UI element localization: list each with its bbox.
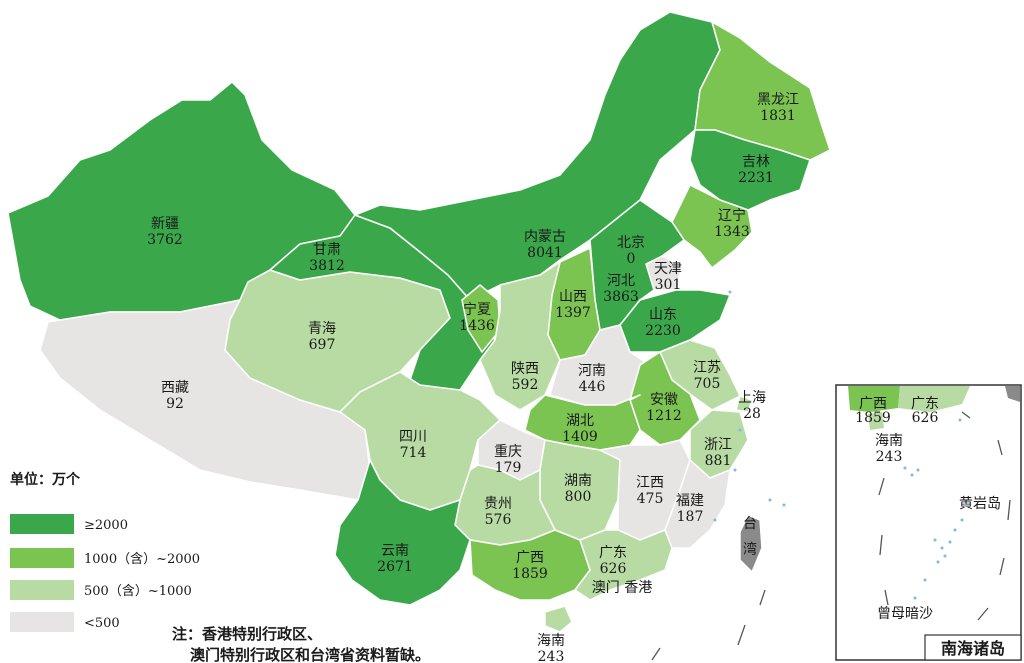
province-shapes [7, 11, 831, 633]
legend: 单位：万个 ≥2000 1000（含）~2000 500（含）~1000 <50… [10, 471, 200, 632]
coastal-islands [713, 290, 786, 522]
label-neimenggu: 内蒙古 8041 [524, 229, 566, 261]
label-fujian: 福建 187 [676, 493, 704, 525]
inset-island-zengmu: 曾母暗沙 [877, 606, 933, 622]
label-hebei: 河北 3863 [603, 273, 639, 305]
province-hainan [544, 605, 573, 633]
label-ningxia: 宁夏 1436 [459, 301, 495, 334]
legend-swatch-lt500 [10, 612, 74, 632]
label-heilongjiang: 黑龙江 1831 [757, 92, 799, 124]
south-china-sea-inset: 广西 1859 广东 626 海南 243 黄岩岛 曾母暗沙 南海诸岛 [835, 384, 1022, 661]
label-hubei: 湖北 1409 [562, 413, 598, 445]
legend-swatch-1000 [10, 548, 74, 568]
inset-label-guangdong: 广东 626 [911, 396, 939, 426]
footnote: 注：香港特别行政区、 澳门特别行政区和台湾省资料暂缺。 [172, 625, 430, 663]
label-beijing: 北京 0 [617, 235, 645, 267]
label-shanghai: 上海 28 [738, 390, 766, 422]
inset-guangdong [898, 386, 970, 412]
label-jilin: 吉林 2231 [738, 154, 774, 186]
province-taiwan [739, 514, 763, 573]
label-shanxi: 山西 1397 [555, 289, 591, 321]
legend-label-1000: 1000（含）~2000 [84, 551, 200, 567]
label-taiwan-char1: 台 [743, 516, 757, 532]
label-shandong: 山东 2230 [645, 307, 681, 339]
label-henan: 河南 446 [578, 363, 606, 395]
label-taiwan: 台湾 [743, 516, 757, 558]
label-chongqing: 重庆 179 [494, 444, 522, 476]
legend-swatch-2000 [10, 514, 74, 534]
inset-label-hainan: 海南 243 [875, 433, 903, 465]
label-xizang: 西藏 92 [161, 380, 189, 412]
label-jiangxi: 江西 475 [636, 475, 664, 507]
legend-title: 单位：万个 [10, 471, 81, 488]
inset-title-box [924, 634, 1022, 661]
label-macau-hongkong: 澳门 香港 [592, 580, 652, 596]
legend-label-2000: ≥2000 [84, 518, 128, 533]
sea-boundary-dashes [651, 589, 766, 661]
label-tianjin: 天津 301 [654, 261, 682, 293]
label-jiangsu: 江苏 705 [693, 360, 721, 392]
province-fujian [664, 459, 731, 549]
label-anhui: 安徽 1212 [646, 392, 682, 424]
province-yunnan [334, 459, 471, 606]
inset-island-huangyan: 黄岩岛 [959, 495, 1001, 512]
label-sichuan: 四川 714 [399, 429, 427, 461]
inset-title: 南海诸岛 [941, 639, 1005, 658]
label-taiwan-char2: 湾 [743, 541, 757, 558]
legend-swatch-500 [10, 580, 74, 600]
label-gansu: 甘肃 3812 [309, 242, 345, 274]
label-qinghai: 青海 697 [308, 321, 336, 353]
inset-hainan [868, 412, 884, 430]
province-guangdong [574, 529, 673, 601]
label-guizhou: 贵州 576 [484, 496, 512, 528]
label-zhejiang: 浙江 881 [704, 437, 732, 469]
label-guangxi: 广西 1859 [512, 550, 548, 582]
label-guangdong: 广东 626 [599, 545, 627, 577]
province-shanghai [735, 395, 753, 413]
legend-label-lt500: <500 [84, 616, 120, 631]
label-yunnan: 云南 2671 [377, 543, 413, 575]
label-liaoning: 辽宁 1343 [714, 207, 750, 240]
province-jilin [689, 129, 811, 211]
label-xinjiang: 新疆 3762 [147, 216, 183, 248]
legend-label-500: 500（含）~1000 [84, 583, 192, 599]
label-hainan: 海南 243 [537, 633, 565, 663]
label-shaanxi: 陕西 592 [511, 361, 539, 393]
label-hunan: 湖南 800 [564, 473, 592, 505]
province-shandong [619, 289, 731, 353]
inset-taiwan-corner [1005, 386, 1020, 402]
inset-islands [903, 418, 967, 600]
province-labels: 新疆 3762 西藏 92 青海 697 甘肃 3812 内蒙古 8041 黑龙江 1831… [147, 92, 799, 663]
inset-label-guangxi: 广西 1859 [855, 396, 891, 426]
inset-guangxi [848, 386, 900, 412]
note-line-2: 澳门特别行政区和台湾省资料暂缺。 [190, 646, 430, 663]
note-line-1: 注：香港特别行政区、 [172, 625, 322, 643]
